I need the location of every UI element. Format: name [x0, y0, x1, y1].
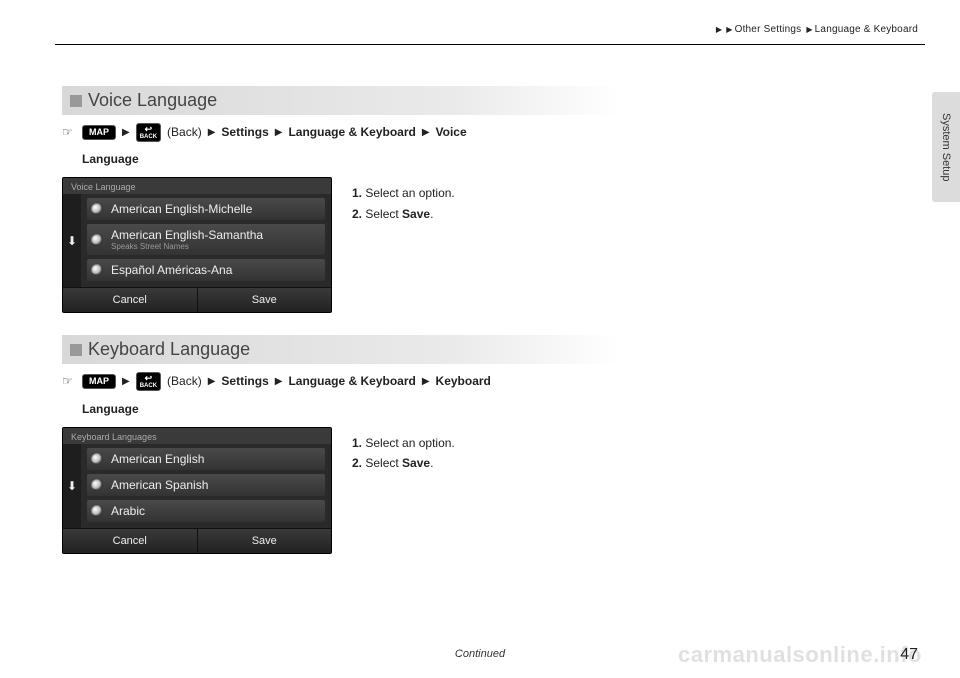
- hand-icon: ☞: [62, 372, 76, 391]
- step-text: Select an option.: [365, 436, 454, 450]
- crumb-1: Other Settings: [735, 24, 802, 35]
- ss-title: Voice Language: [63, 178, 331, 194]
- item-label: American English: [111, 452, 204, 466]
- step-kw: Save: [402, 456, 430, 470]
- nav-path-voice: ☞ MAP ▶ ↩BACK (Back) ▶ Settings ▶ Langua…: [62, 123, 620, 169]
- triangle-icon: ▶: [122, 374, 130, 390]
- item-label: Español Américas-Ana: [111, 263, 232, 277]
- radio-icon: [91, 479, 103, 491]
- path-final1: Voice: [436, 123, 467, 142]
- ss-footer: Cancel Save: [63, 528, 331, 553]
- steps-voice: 1. Select an option. 2. Select Save.: [352, 177, 455, 224]
- section-keyboard: Keyboard Language ☞ MAP ▶ ↩BACK (Back) ▶…: [62, 335, 620, 553]
- back-text: (Back): [167, 372, 202, 391]
- path-settings: Settings: [221, 123, 268, 142]
- path-settings: Settings: [221, 372, 268, 391]
- list-item[interactable]: American English-Michelle: [87, 198, 325, 220]
- section-title-text: Voice Language: [88, 90, 217, 111]
- map-button-icon: MAP: [82, 374, 116, 389]
- radio-icon: [91, 505, 103, 517]
- step-num: 2.: [352, 456, 362, 470]
- list-item[interactable]: American English-Samantha Speaks Street …: [87, 224, 325, 255]
- triangle-icon: ▶: [726, 25, 732, 34]
- triangle-icon: ▶: [208, 125, 216, 141]
- scroll-down-icon[interactable]: ⬇: [63, 444, 81, 528]
- triangle-icon: ▶: [806, 25, 812, 34]
- back-button-icon: ↩BACK: [136, 372, 161, 391]
- radio-icon: [91, 264, 103, 276]
- side-tab: System Setup: [932, 92, 960, 202]
- hand-icon: ☞: [62, 123, 76, 142]
- steps-keyboard: 1. Select an option. 2. Select Save.: [352, 427, 455, 474]
- item-sub: Speaks Street Names: [111, 242, 263, 251]
- triangle-icon: ▶: [275, 374, 283, 390]
- cancel-button[interactable]: Cancel: [63, 288, 198, 312]
- breadcrumb: ▶▶Other Settings ▶Language & Keyboard: [714, 24, 918, 35]
- triangle-icon: ▶: [422, 374, 430, 390]
- path-lk: Language & Keyboard: [288, 372, 415, 391]
- side-tab-label: System Setup: [940, 113, 952, 181]
- continued-label: Continued: [455, 648, 505, 660]
- square-bullet-icon: [70, 95, 82, 107]
- screenshot-voice: Voice Language ⬇ American English-Michel…: [62, 177, 332, 313]
- radio-icon: [91, 234, 103, 246]
- section-title-text: Keyboard Language: [88, 339, 250, 360]
- back-button-icon: ↩BACK: [136, 123, 161, 142]
- save-button[interactable]: Save: [198, 288, 332, 312]
- path-final1: Keyboard: [436, 372, 491, 391]
- triangle-icon: ▶: [122, 125, 130, 141]
- square-bullet-icon: [70, 344, 82, 356]
- path-final2: Language: [82, 150, 139, 169]
- path-lk: Language & Keyboard: [288, 123, 415, 142]
- step-kw: Save: [402, 207, 430, 221]
- radio-icon: [91, 453, 103, 465]
- ss-body: ⬇ American English-Michelle American Eng…: [63, 194, 331, 287]
- page: ▶▶Other Settings ▶Language & Keyboard Sy…: [0, 0, 960, 678]
- nav-path-keyboard: ☞ MAP ▶ ↩BACK (Back) ▶ Settings ▶ Langua…: [62, 372, 620, 418]
- step-num: 1.: [352, 186, 362, 200]
- step-num: 1.: [352, 436, 362, 450]
- row-keyboard: Keyboard Languages ⬇ American English Am…: [62, 427, 620, 554]
- path-final2: Language: [82, 400, 139, 419]
- cancel-button[interactable]: Cancel: [63, 529, 198, 553]
- step-text-a: Select: [365, 456, 402, 470]
- ss-list: American English-Michelle American Engli…: [81, 194, 331, 287]
- list-item[interactable]: Español Américas-Ana: [87, 259, 325, 281]
- section-title-voice: Voice Language: [62, 86, 620, 115]
- step-num: 2.: [352, 207, 362, 221]
- screenshot-keyboard: Keyboard Languages ⬇ American English Am…: [62, 427, 332, 554]
- save-button[interactable]: Save: [198, 529, 332, 553]
- ss-footer: Cancel Save: [63, 287, 331, 312]
- scroll-down-icon[interactable]: ⬇: [63, 194, 81, 287]
- back-text: (Back): [167, 123, 202, 142]
- content: Voice Language ☞ MAP ▶ ↩BACK (Back) ▶ Se…: [62, 86, 620, 554]
- list-item[interactable]: American English: [87, 448, 325, 470]
- step-text-c: .: [430, 207, 433, 221]
- map-button-icon: MAP: [82, 125, 116, 140]
- triangle-icon: ▶: [208, 374, 216, 390]
- triangle-icon: ▶: [275, 125, 283, 141]
- item-label: American English-Michelle: [111, 202, 252, 216]
- header-rule: [55, 44, 925, 45]
- ss-list: American English American Spanish Arabic: [81, 444, 331, 528]
- item-label: Arabic: [111, 504, 145, 518]
- row-voice: Voice Language ⬇ American English-Michel…: [62, 177, 620, 313]
- step-text-c: .: [430, 456, 433, 470]
- triangle-icon: ▶: [716, 25, 722, 34]
- watermark: carmanualsonline.info: [678, 642, 922, 668]
- list-item[interactable]: American Spanish: [87, 474, 325, 496]
- item-label: American Spanish: [111, 478, 208, 492]
- list-item[interactable]: Arabic: [87, 500, 325, 522]
- radio-icon: [91, 203, 103, 215]
- ss-title: Keyboard Languages: [63, 428, 331, 444]
- step-text: Select an option.: [365, 186, 454, 200]
- crumb-2: Language & Keyboard: [815, 24, 918, 35]
- ss-body: ⬇ American English American Spanish: [63, 444, 331, 528]
- item-label: American English-Samantha: [111, 228, 263, 242]
- section-title-keyboard: Keyboard Language: [62, 335, 620, 364]
- step-text-a: Select: [365, 207, 402, 221]
- triangle-icon: ▶: [422, 125, 430, 141]
